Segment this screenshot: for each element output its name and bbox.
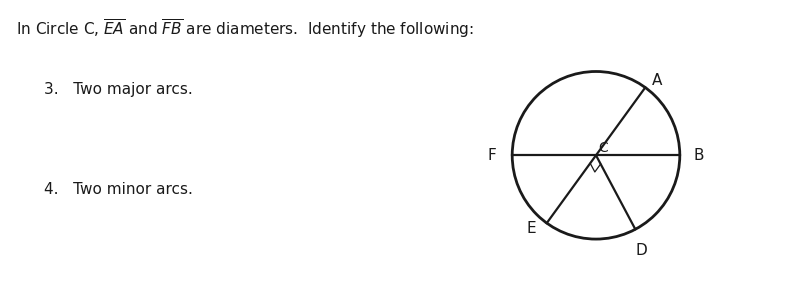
Text: F: F bbox=[488, 148, 497, 163]
Text: A: A bbox=[652, 73, 662, 88]
Text: In Circle C, $\overline{EA}$ and $\overline{FB}$ are diameters.  Identify the fo: In Circle C, $\overline{EA}$ and $\overl… bbox=[16, 18, 474, 40]
Text: D: D bbox=[635, 243, 647, 258]
Text: B: B bbox=[694, 148, 704, 163]
Text: C: C bbox=[598, 142, 608, 155]
Text: E: E bbox=[526, 222, 536, 236]
Text: 4.   Two minor arcs.: 4. Two minor arcs. bbox=[44, 182, 193, 197]
Text: 3.   Two major arcs.: 3. Two major arcs. bbox=[44, 82, 193, 97]
